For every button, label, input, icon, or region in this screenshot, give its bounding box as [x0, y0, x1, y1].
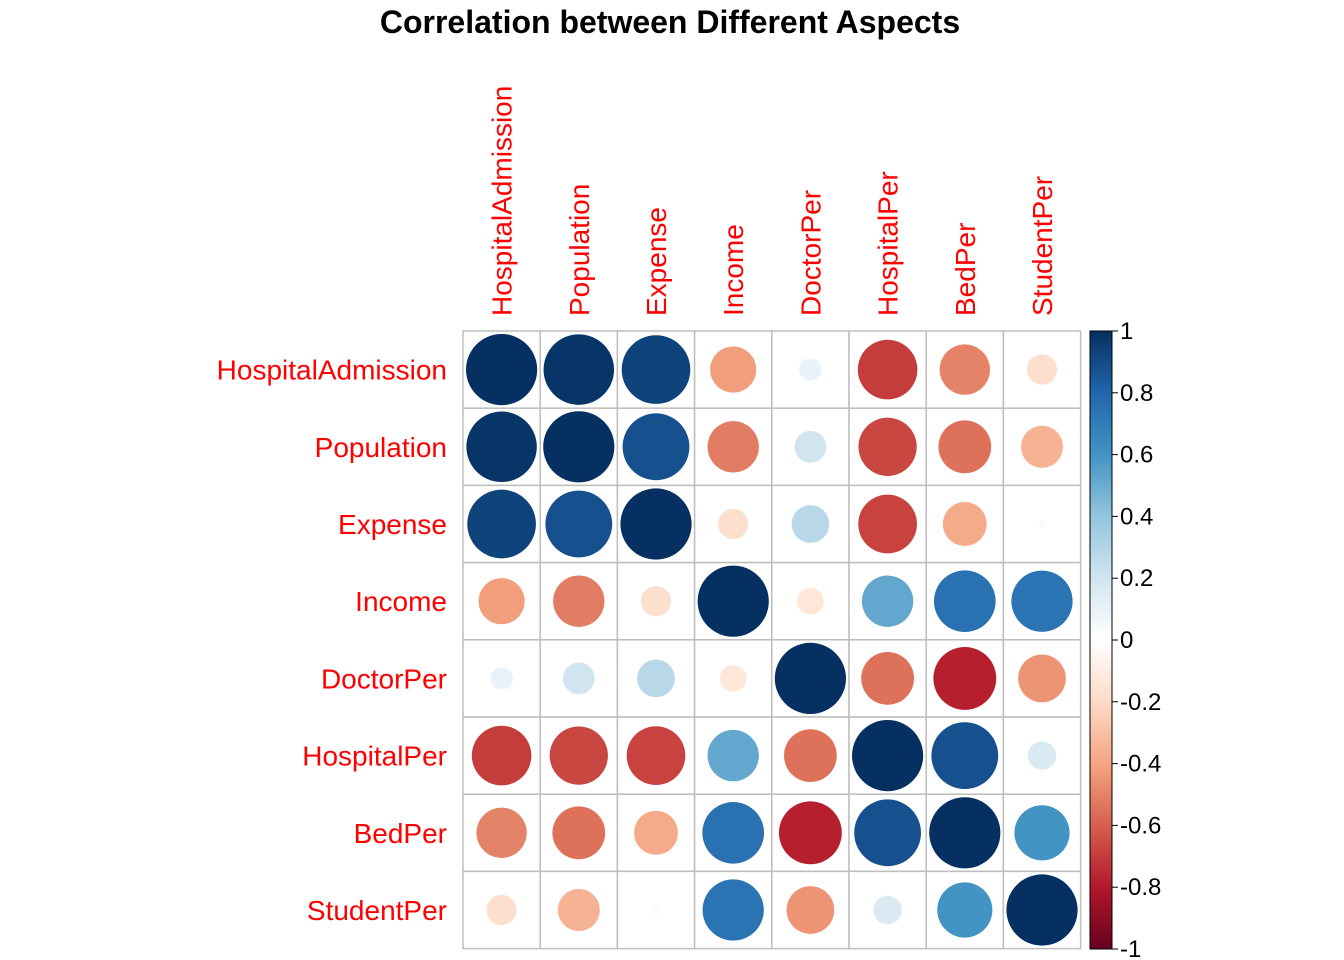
row-label-HospitalAdmission: HospitalAdmission	[217, 355, 447, 386]
correlation-circle-BedPer-HospitalAdmission	[476, 807, 527, 858]
correlation-circle-DoctorPer-HospitalPer	[861, 652, 914, 705]
column-label-Expense: Expense	[641, 207, 672, 316]
correlation-circle-HospitalPer-Population	[549, 726, 608, 785]
correlation-circle-Income-StudentPer	[1011, 570, 1073, 632]
correlation-circle-Expense-Population	[545, 490, 613, 558]
color-bar-tick-label: 0.2	[1120, 565, 1153, 592]
correlation-circle-HospitalPer-HospitalPer	[852, 720, 924, 792]
correlation-circle-StudentPer-HospitalPer	[873, 895, 902, 925]
correlation-circle-HospitalAdmission-HospitalAdmission	[466, 334, 538, 406]
correlation-circle-Expense-HospitalAdmission	[467, 489, 536, 559]
color-bar-tick-label: -0.2	[1120, 689, 1161, 716]
correlation-circle-Population-HospitalAdmission	[466, 411, 537, 483]
row-label-Income: Income	[355, 586, 447, 617]
correlation-circle-DoctorPer-Income	[719, 665, 747, 692]
correlation-circle-BedPer-BedPer	[929, 797, 1001, 869]
column-labels: HospitalAdmission Population Expense Income…	[487, 86, 1058, 316]
correlation-circle-Expense-DoctorPer	[791, 505, 830, 543]
color-bar-tick-label: 0.8	[1120, 380, 1153, 407]
correlation-circle-Expense-HospitalPer	[858, 494, 917, 554]
correlation-circle-Income-HospitalPer	[861, 575, 914, 627]
correlation-circle-HospitalAdmission-HospitalPer	[857, 339, 918, 400]
correlation-circle-DoctorPer-Expense	[637, 659, 675, 698]
correlation-circle-BedPer-StudentPer	[1014, 805, 1070, 861]
color-bar-tick-label: 0.4	[1120, 503, 1153, 530]
correlation-circle-HospitalPer-HospitalAdmission	[471, 725, 532, 786]
column-label-HospitalAdmission: HospitalAdmission	[487, 86, 518, 316]
color-bar-tick-label: -0.4	[1120, 751, 1161, 778]
correlation-circle-HospitalAdmission-StudentPer	[1026, 354, 1058, 385]
correlation-circle-HospitalAdmission-Income	[710, 346, 757, 393]
correlation-circle-Population-Expense	[622, 413, 690, 481]
column-label-BedPer: BedPer	[950, 223, 981, 316]
correlation-circle-HospitalAdmission-BedPer	[939, 344, 990, 395]
color-bar-tick-label: -0.8	[1120, 874, 1161, 901]
row-label-StudentPer: StudentPer	[307, 895, 447, 926]
row-labels: HospitalAdmission Population Expense Income…	[217, 355, 447, 926]
row-label-HospitalPer: HospitalPer	[302, 741, 447, 772]
correlation-circle-StudentPer-DoctorPer	[786, 886, 835, 934]
column-label-DoctorPer: DoctorPer	[795, 190, 826, 316]
correlation-circle-Income-HospitalAdmission	[478, 578, 525, 625]
correlation-circle-Income-Expense	[640, 586, 672, 617]
chart-title: Correlation between Different Aspects	[380, 4, 960, 40]
correlation-circle-Expense-Income	[718, 508, 749, 540]
correlation-circle-BedPer-Expense	[634, 810, 678, 855]
correlation-circle-HospitalPer-DoctorPer	[784, 729, 837, 782]
column-label-Income: Income	[718, 224, 749, 316]
correlation-circle-DoctorPer-BedPer	[933, 646, 997, 710]
correlation-circle-HospitalPer-BedPer	[931, 722, 999, 789]
column-label-HospitalPer: HospitalPer	[873, 171, 904, 316]
correlation-circle-DoctorPer-DoctorPer	[774, 642, 847, 715]
color-bar-tick-label: -1	[1120, 936, 1141, 960]
correlation-circle-StudentPer-BedPer	[937, 882, 993, 938]
row-label-Population: Population	[315, 432, 447, 463]
color-bar-tick-label: 0.6	[1120, 442, 1153, 469]
correlation-circle-StudentPer-Population	[557, 888, 600, 932]
correlation-circle-HospitalPer-Income	[707, 729, 759, 782]
color-legend: -1 -0.8 -0.6 -0.4 -0.2 0 0.2 0.4 0.6 0.8 1	[1089, 318, 1161, 960]
correlation-circle-DoctorPer-Population	[562, 662, 595, 695]
grid-cell	[1002, 330, 1082, 409]
correlation-circle-BedPer-Income	[702, 801, 765, 864]
correlation-circle-StudentPer-Expense	[650, 904, 662, 916]
correlation-circle-Population-Population	[543, 411, 615, 483]
correlation-circle-Population-DoctorPer	[794, 430, 827, 463]
correlation-circle-Income-DoctorPer	[797, 587, 824, 615]
correlation-circles	[466, 334, 1078, 946]
correlation-circle-DoctorPer-HospitalAdmission	[490, 667, 513, 690]
correlation-circle-BedPer-HospitalPer	[854, 799, 921, 867]
correlation-circle-StudentPer-StudentPer	[1006, 874, 1078, 946]
correlation-circle-Population-StudentPer	[1020, 425, 1064, 468]
row-label-Expense: Expense	[338, 509, 447, 540]
column-label-Population: Population	[564, 184, 595, 316]
color-bar-tick-label: 0	[1120, 627, 1133, 654]
correlation-circle-Expense-StudentPer	[1036, 518, 1048, 530]
column-label-StudentPer: StudentPer	[1027, 176, 1058, 316]
correlation-circle-Population-HospitalPer	[858, 417, 917, 476]
row-label-BedPer: BedPer	[354, 818, 447, 849]
correlation-circle-Income-Income	[697, 565, 769, 637]
correlation-circle-Income-Population	[553, 575, 605, 627]
color-bar	[1089, 330, 1113, 950]
correlation-circle-Expense-BedPer	[942, 502, 987, 546]
correlation-circle-BedPer-Population	[552, 806, 606, 860]
row-label-DoctorPer: DoctorPer	[321, 663, 447, 694]
correlation-circle-Population-BedPer	[938, 420, 992, 474]
color-bar-tick-label: 1	[1120, 318, 1133, 345]
correlation-circle-HospitalAdmission-Population	[543, 334, 615, 405]
correlation-circle-DoctorPer-StudentPer	[1018, 654, 1066, 703]
correlation-circle-StudentPer-Income	[702, 879, 764, 941]
correlation-circle-Expense-Expense	[620, 488, 692, 560]
correlation-circle-HospitalAdmission-Expense	[621, 335, 691, 404]
correlation-circle-Income-BedPer	[933, 570, 996, 633]
correlation-circle-BedPer-DoctorPer	[778, 801, 842, 865]
color-bar-tick-label: -0.6	[1120, 812, 1161, 839]
correlation-circle-HospitalAdmission-DoctorPer	[799, 358, 822, 381]
correlation-circle-HospitalPer-StudentPer	[1027, 741, 1057, 770]
correlation-circle-HospitalPer-Expense	[626, 726, 686, 785]
correlation-circle-StudentPer-HospitalAdmission	[486, 894, 517, 926]
correlation-circle-Population-Income	[707, 421, 759, 473]
